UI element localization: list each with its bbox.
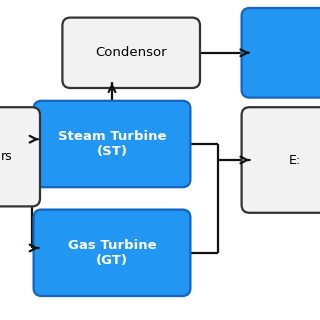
FancyBboxPatch shape <box>242 8 320 98</box>
FancyBboxPatch shape <box>242 107 320 213</box>
Text: rs: rs <box>1 150 12 163</box>
FancyBboxPatch shape <box>34 101 190 187</box>
FancyBboxPatch shape <box>0 107 40 206</box>
FancyBboxPatch shape <box>34 210 190 296</box>
Text: Condensor: Condensor <box>95 46 167 59</box>
Text: E:: E: <box>288 154 300 166</box>
FancyBboxPatch shape <box>62 18 200 88</box>
Text: Gas Turbine
(GT): Gas Turbine (GT) <box>68 239 156 267</box>
Text: Steam Turbine
(ST): Steam Turbine (ST) <box>58 130 166 158</box>
